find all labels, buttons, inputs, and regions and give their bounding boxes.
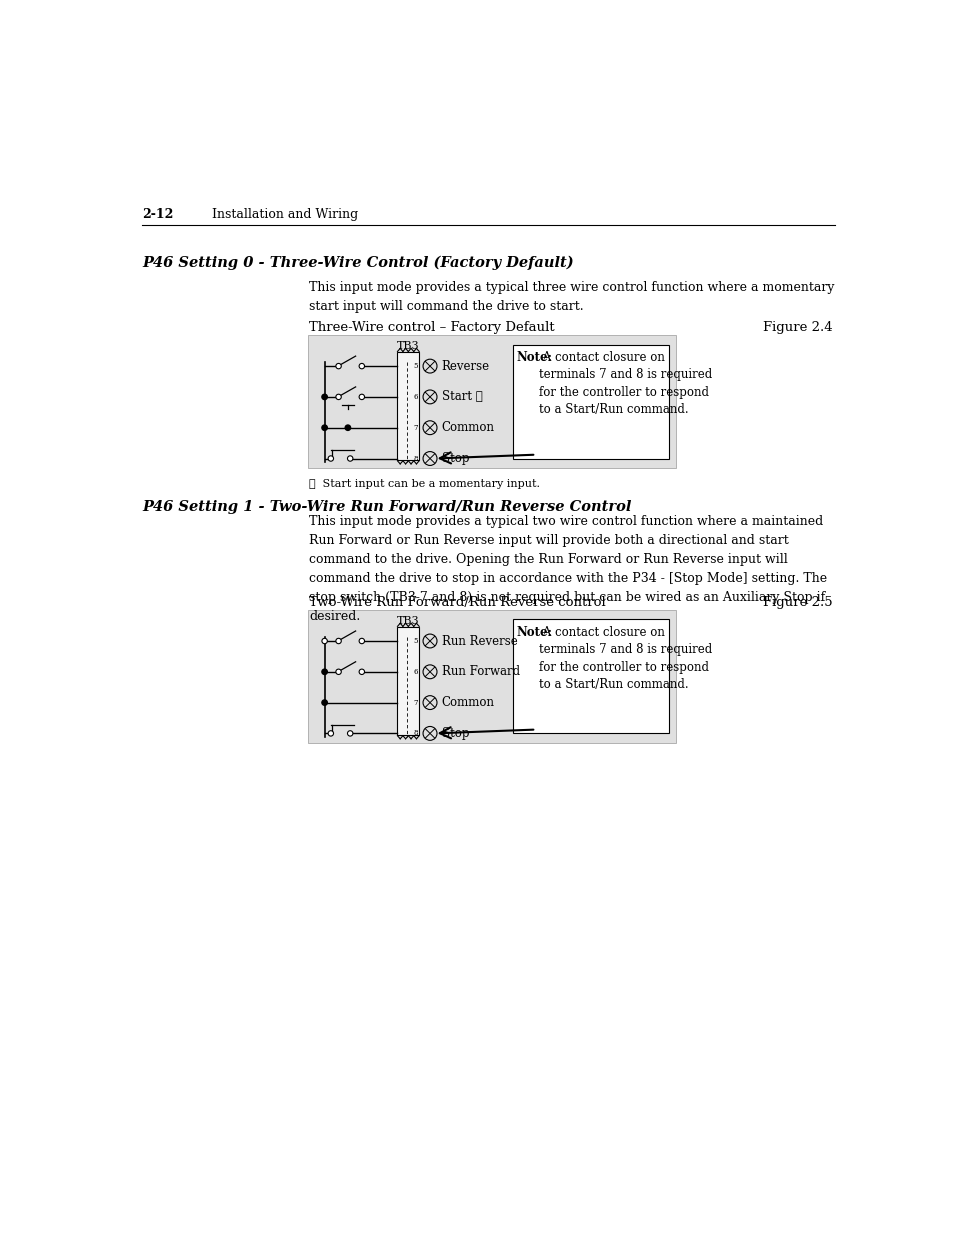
Text: Stop: Stop (441, 452, 469, 466)
Circle shape (335, 363, 341, 369)
Circle shape (321, 669, 327, 674)
Bar (397, 627, 418, 735)
Circle shape (321, 700, 327, 705)
Text: Three-Wire control – Factory Default: Three-Wire control – Factory Default (309, 321, 554, 335)
Circle shape (328, 731, 334, 736)
Circle shape (358, 394, 364, 400)
Bar (397, 352, 418, 461)
Circle shape (321, 638, 327, 643)
Bar (513, 620, 669, 734)
Text: Note:: Note: (517, 351, 552, 364)
Text: Reverse: Reverse (441, 359, 489, 373)
Text: 7: 7 (413, 424, 417, 432)
Text: Stop: Stop (441, 727, 469, 740)
Circle shape (335, 669, 341, 674)
Circle shape (358, 363, 364, 369)
Bar (307, 610, 675, 742)
Text: Run Reverse: Run Reverse (441, 635, 517, 647)
Circle shape (358, 669, 364, 674)
Text: This input mode provides a typical three wire control function where a momentary: This input mode provides a typical three… (309, 282, 834, 314)
Text: TB3: TB3 (396, 616, 419, 626)
Text: Figure 2.5: Figure 2.5 (761, 597, 831, 609)
Text: 8: 8 (413, 730, 417, 737)
Text: This input mode provides a typical two wire control function where a maintained
: This input mode provides a typical two w… (309, 515, 826, 624)
Text: Two-Wire Run Forward/Run Reverse control: Two-Wire Run Forward/Run Reverse control (309, 597, 605, 609)
Text: A contact closure on
terminals 7 and 8 is required
for the controller to respond: A contact closure on terminals 7 and 8 i… (537, 626, 711, 692)
Text: Common: Common (441, 697, 495, 709)
Circle shape (328, 456, 334, 461)
Text: 7: 7 (413, 699, 417, 706)
Text: Figure 2.4: Figure 2.4 (761, 321, 831, 335)
Circle shape (335, 638, 341, 643)
Circle shape (347, 456, 353, 461)
Text: Note:: Note: (517, 626, 552, 638)
Text: Installation and Wiring: Installation and Wiring (212, 209, 358, 221)
Bar (513, 345, 669, 458)
Text: 5: 5 (413, 362, 417, 370)
Circle shape (335, 394, 341, 400)
Text: 6: 6 (413, 393, 417, 401)
Text: TB3: TB3 (396, 341, 419, 352)
Text: Common: Common (441, 421, 495, 435)
Text: P46 Setting 1 - Two-Wire Run Forward/Run Reverse Control: P46 Setting 1 - Two-Wire Run Forward/Run… (142, 500, 631, 514)
Text: P46 Setting 0 - Three-Wire Control (Factory Default): P46 Setting 0 - Three-Wire Control (Fact… (142, 256, 574, 270)
Circle shape (358, 638, 364, 643)
Circle shape (345, 425, 350, 431)
Text: Start ①: Start ① (441, 390, 482, 404)
Text: 2-12: 2-12 (142, 209, 173, 221)
Text: 5: 5 (413, 637, 417, 645)
Text: Run Forward: Run Forward (441, 666, 519, 678)
Circle shape (321, 394, 327, 400)
Text: A contact closure on
terminals 7 and 8 is required
for the controller to respond: A contact closure on terminals 7 and 8 i… (537, 351, 711, 416)
Text: 8: 8 (413, 454, 417, 463)
Circle shape (321, 425, 327, 431)
Bar (307, 336, 675, 468)
Circle shape (347, 731, 353, 736)
Text: ①  Start input can be a momentary input.: ① Start input can be a momentary input. (309, 478, 539, 489)
Text: 6: 6 (413, 668, 417, 676)
